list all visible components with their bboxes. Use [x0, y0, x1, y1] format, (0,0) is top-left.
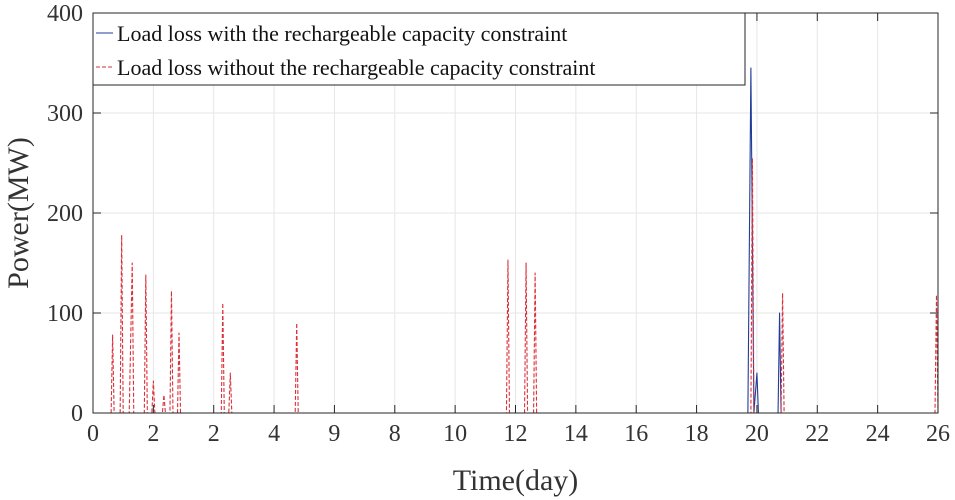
y-tick-label: 300: [47, 101, 83, 127]
x-tick-label: 26: [926, 421, 950, 447]
x-tick-label: 10: [443, 421, 467, 447]
x-tick-label: 14: [564, 421, 588, 447]
x-tick-label: 2: [208, 421, 220, 447]
x-tick-label: 22: [805, 421, 829, 447]
x-axis-title: Time(day): [453, 464, 579, 497]
x-tick-label: 18: [685, 421, 709, 447]
y-tick-label: 100: [47, 301, 83, 327]
y-tick-label: 0: [71, 401, 83, 427]
x-tick-label: 4: [268, 421, 280, 447]
y-axis-title: Power(MW): [2, 137, 35, 289]
series-line-1: [93, 67, 938, 414]
x-tick-label: 8: [389, 421, 401, 447]
x-tick-label: 20: [745, 421, 769, 447]
legend-label-1: Load loss with the rechargeable capacity…: [117, 21, 567, 46]
x-tick-label: 24: [866, 421, 890, 447]
x-tick-label: 12: [504, 421, 528, 447]
y-tick-label: 400: [47, 1, 83, 27]
x-tick-label: 9: [328, 421, 340, 447]
y-tick-label: 200: [47, 201, 83, 227]
x-tick-label: 2: [147, 421, 159, 447]
x-tick-label: 16: [624, 421, 648, 447]
legend-label-2: Load loss without the rechargeable capac…: [117, 55, 596, 80]
legend-box: [92, 12, 746, 86]
x-tick-label: 0: [87, 421, 99, 447]
